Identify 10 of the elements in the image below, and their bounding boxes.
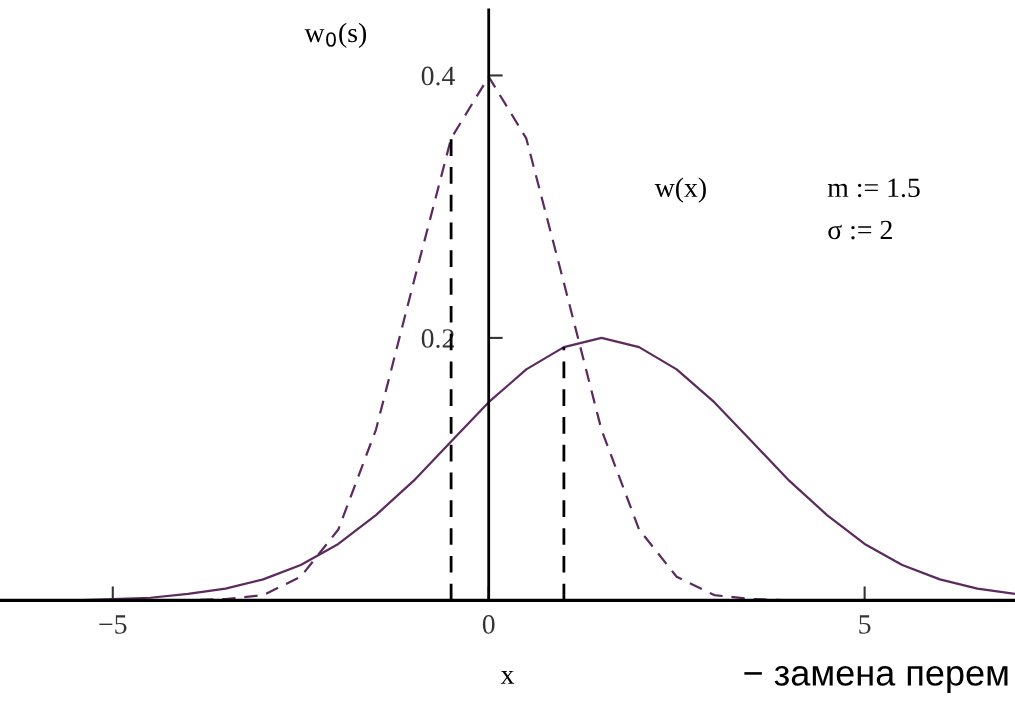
x-tick-label: 5 xyxy=(859,615,871,634)
x-tick-label: −5 xyxy=(99,615,127,634)
annotation: w(x) xyxy=(654,177,706,203)
text: − замена перем xyxy=(744,665,1008,693)
annotation: m := 1.5 xyxy=(827,178,920,198)
annotation: σ := 2 xyxy=(828,220,892,240)
y-tick-label: 0.4 xyxy=(421,66,455,86)
annotation: w$_{0}$(s) xyxy=(304,22,367,48)
x-tick-label: 0 xyxy=(482,615,495,634)
x-axis-title: x xyxy=(500,670,515,684)
